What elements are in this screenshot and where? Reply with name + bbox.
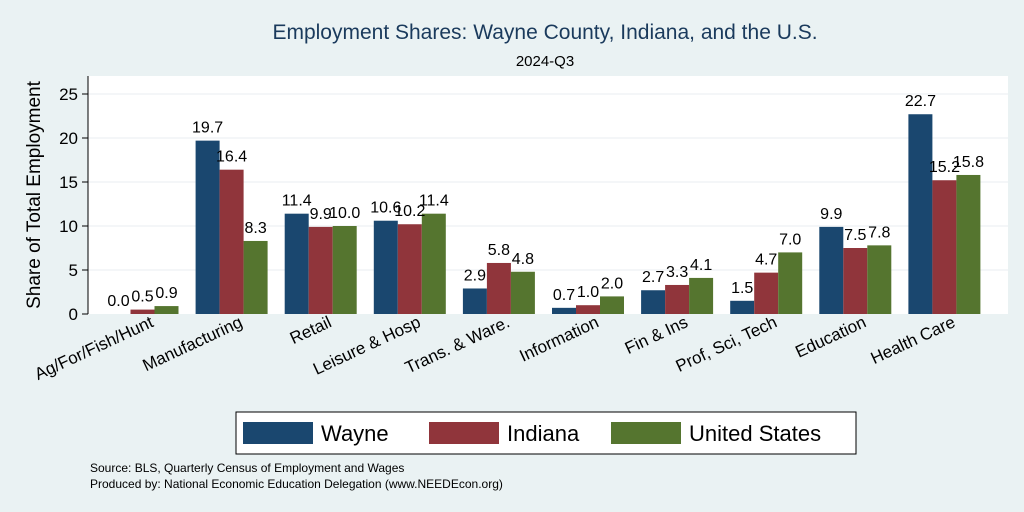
legend-label: Wayne [321, 421, 389, 446]
data-label: 9.9 [820, 206, 842, 223]
bar-united-states [243, 240, 268, 314]
chart-subtitle: 2024-Q3 [516, 53, 574, 70]
bar-wayne [908, 114, 933, 315]
bar-wayne [730, 300, 755, 314]
legend-box [235, 411, 857, 455]
legend-swatch [611, 422, 681, 444]
data-label: 7.0 [779, 231, 801, 248]
legend-label: Indiana [507, 421, 580, 446]
y-tick-label: 5 [69, 261, 78, 280]
bar-indiana [754, 272, 779, 314]
data-label: 2.9 [464, 267, 486, 284]
bar-indiana [932, 180, 957, 314]
bar-united-states [600, 296, 624, 314]
bars [130, 114, 981, 315]
y-tick-label: 25 [59, 85, 78, 104]
legend: Wayne Indiana United States [235, 411, 857, 455]
bar-wayne [641, 290, 666, 314]
data-label: 10.0 [329, 205, 360, 222]
data-label: 19.7 [192, 120, 223, 137]
bar-indiana [130, 309, 155, 314]
data-label: 15.2 [929, 159, 960, 176]
chart-title: Employment Shares: Wayne County, Indiana… [272, 21, 817, 44]
data-label: 0.9 [155, 285, 177, 302]
legend-label: United States [689, 421, 821, 446]
bar-indiana [397, 224, 422, 314]
data-label: 11.4 [282, 193, 312, 210]
bar-wayne [373, 220, 398, 314]
data-label: 7.8 [868, 224, 890, 241]
data-label: 3.3 [666, 264, 688, 281]
bar-united-states [778, 252, 803, 314]
data-label: 0.7 [553, 287, 575, 304]
y-tick-label: 10 [59, 217, 78, 236]
bar-united-states [154, 306, 179, 314]
y-axis-ticks: 0 5 10 15 20 25 [59, 85, 88, 324]
bar-indiana [308, 226, 333, 314]
bar-indiana [665, 284, 690, 314]
data-label: 16.4 [216, 149, 247, 166]
bar-united-states [332, 226, 357, 314]
data-label: 4.7 [755, 252, 777, 269]
bar-wayne [819, 226, 844, 314]
legend-swatch [429, 422, 499, 444]
y-tick-label: 15 [59, 173, 78, 192]
bar-indiana [486, 262, 511, 314]
data-labels: 0.0 0.5 0.919.716.48.311.49.910.0 10.610.21… [107, 93, 984, 310]
source-note: Source: BLS, Quarterly Census of Employm… [90, 461, 404, 475]
bar-indiana [843, 248, 868, 314]
y-tick-label: 20 [59, 129, 78, 148]
bar-united-states [689, 277, 714, 314]
bar-wayne [284, 213, 309, 314]
data-label: 15.8 [953, 154, 984, 171]
bar-wayne [462, 288, 487, 314]
data-label: 5.8 [488, 242, 510, 259]
data-label: 22.7 [905, 93, 936, 110]
bar-indiana [219, 169, 244, 314]
data-label: 9.9 [310, 206, 332, 223]
data-label: 2.0 [601, 275, 623, 292]
data-label: 4.1 [690, 257, 712, 274]
bar-united-states [956, 174, 981, 314]
data-label: 2.7 [642, 269, 664, 286]
data-label: 1.5 [731, 280, 753, 297]
y-tick-label: 0 [69, 305, 78, 324]
data-label: 0.0 [107, 293, 129, 310]
data-label: 8.3 [244, 220, 266, 237]
bar-wayne [552, 307, 576, 314]
bar-united-states [510, 271, 535, 314]
data-label: 4.8 [512, 251, 534, 268]
bar-indiana [576, 305, 600, 314]
bar-united-states [867, 245, 892, 314]
data-label: 10.6 [370, 200, 401, 217]
legend-swatch [243, 422, 313, 444]
bar-united-states [421, 213, 446, 314]
y-axis-title: Share of Total Employment [24, 80, 45, 308]
data-label: 7.5 [844, 227, 866, 244]
data-label: 10.2 [394, 203, 425, 220]
produced-note: Produced by: National Economic Education… [90, 477, 503, 491]
data-label: 1.0 [577, 284, 599, 301]
data-label: 11.4 [419, 193, 449, 210]
bar-wayne [195, 140, 220, 314]
data-label: 0.5 [131, 289, 153, 306]
